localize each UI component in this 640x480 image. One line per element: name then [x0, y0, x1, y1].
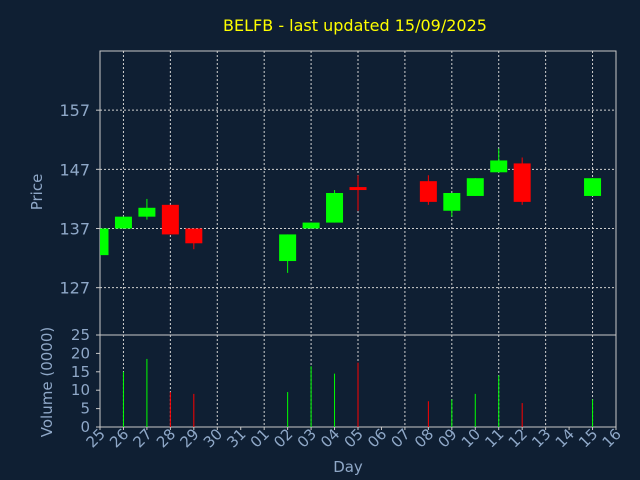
- candle-body: [326, 193, 344, 223]
- x-tick-label: 07: [388, 425, 414, 451]
- volume-panel: 0510152025252627282930310102030405060708…: [71, 326, 625, 451]
- x-tick-label: 26: [106, 425, 132, 451]
- volume-tick-label: 15: [71, 363, 90, 381]
- price-panel: 127 137 147 157: [59, 50, 617, 336]
- x-tick-label: 01: [247, 425, 273, 451]
- x-tick-label: 04: [317, 425, 343, 451]
- candles: [100, 148, 602, 273]
- x-tick-label: 28: [153, 425, 179, 451]
- x-tick-label: 03: [294, 425, 320, 451]
- x-tick-label: 13: [528, 425, 554, 451]
- candle-body: [279, 234, 297, 262]
- x-tick-label: 10: [458, 425, 484, 451]
- price-tick-label: 147: [59, 160, 90, 179]
- candle-body: [185, 228, 203, 244]
- candle-body: [419, 181, 437, 202]
- price-tick-label: 157: [59, 101, 90, 120]
- volume-tick-label: 0: [80, 418, 90, 436]
- volume-axis-label: Volume (0000): [38, 327, 56, 437]
- x-tick-label: 14: [552, 425, 578, 451]
- volume-tick-label: 5: [80, 400, 90, 418]
- candle-body: [349, 187, 367, 191]
- x-tick-label: 16: [599, 425, 625, 451]
- x-tick-label: 05: [341, 425, 367, 451]
- candle-body: [161, 204, 179, 235]
- x-axis-label: Day: [333, 458, 363, 476]
- x-tick-label: 30: [200, 425, 226, 451]
- candle-body: [302, 222, 320, 229]
- x-tick-label: 29: [176, 425, 202, 451]
- chart-title: BELFB - last updated 15/09/2025: [223, 16, 487, 35]
- candle-body: [114, 216, 132, 229]
- candle-body: [443, 193, 461, 211]
- candle-body: [138, 207, 156, 217]
- candle-body: [513, 163, 531, 202]
- volume-tick-label: 20: [71, 344, 90, 362]
- x-tick-label: 27: [130, 425, 156, 451]
- candle-body: [490, 160, 508, 173]
- candle-body: [584, 178, 602, 196]
- volume-tick-label: 10: [71, 381, 90, 399]
- x-tick-label: 09: [434, 425, 460, 451]
- candle-body: [466, 178, 484, 196]
- x-tick-label: 02: [270, 425, 296, 451]
- x-tick-label: 11: [481, 425, 507, 451]
- x-tick-label: 08: [411, 425, 437, 451]
- x-tick-label: 31: [223, 425, 249, 451]
- volume-tick-label: 25: [71, 326, 90, 344]
- price-axis-label: Price: [28, 174, 46, 211]
- x-tick-label: 12: [505, 425, 531, 451]
- x-tick-label: 15: [575, 425, 601, 451]
- price-tick-label: 127: [59, 279, 90, 298]
- price-tick-label: 137: [59, 220, 90, 239]
- x-tick-label: 06: [364, 425, 390, 451]
- candle-body: [100, 228, 109, 256]
